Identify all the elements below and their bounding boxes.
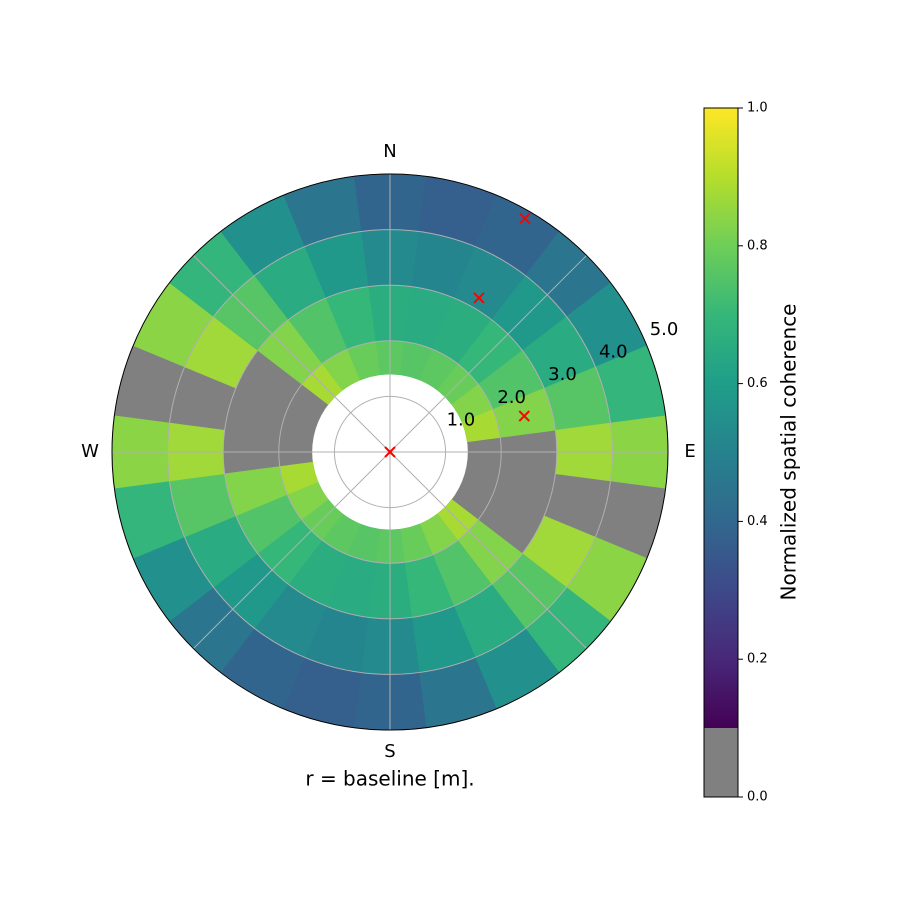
r-tick-label: 1.0 [447,409,476,430]
polar-frame [111,173,669,731]
point-marker [519,212,531,225]
colorbar-tick-label: 0.4 [747,514,768,529]
colorbar-tick-label: 0.0 [747,790,768,805]
colorbar-tick-label: 1.0 [747,101,768,116]
direction-label: E [684,441,695,462]
r-tick-label: 2.0 [497,387,526,408]
point-marker [384,446,396,458]
r-tick-label: 5.0 [650,319,679,340]
x-axis-label: r = baseline [m]. [305,767,474,791]
theta-grid-line [193,451,391,649]
point-marker [518,410,530,422]
colorbar-frame [703,107,739,798]
colorbar-tick-label: 0.8 [747,238,768,253]
direction-label: W [81,441,99,462]
colorbar-label: Normalized spatial coherence [777,304,801,601]
theta-grid-line [389,255,587,453]
colorbar-mask [704,728,738,797]
direction-label: S [384,741,395,762]
direction-label: N [383,141,396,162]
r-tick-label: 4.0 [599,342,628,363]
plot-area: 1.0 2.0 3.0 4.0 5.0 N E S W [81,141,696,762]
theta-grid-line [389,451,587,649]
r-tick-label: 3.0 [548,364,577,385]
colorbar-tick-label: 0.6 [747,376,768,391]
point-marker [473,292,485,304]
theta-grid-line [193,255,391,453]
colorbar-gradient [704,108,738,729]
colorbar-tick-label: 0.2 [747,652,768,667]
